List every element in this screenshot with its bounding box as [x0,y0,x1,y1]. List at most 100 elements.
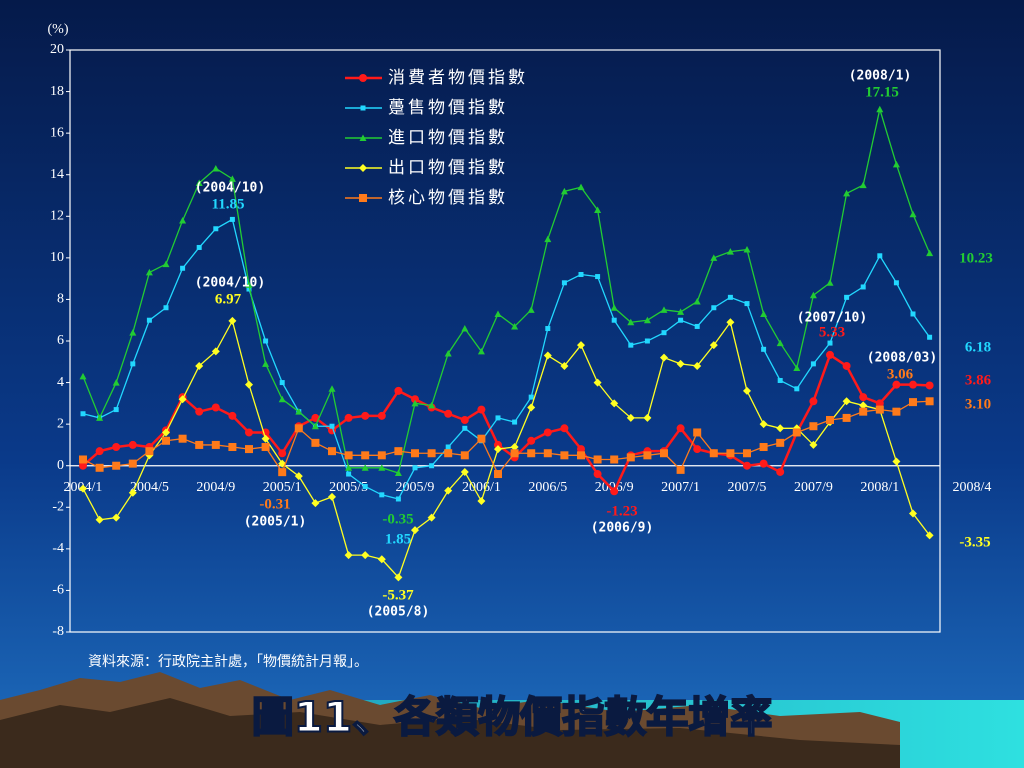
series-line [82,106,931,474]
point [279,380,285,386]
y-tick-label: 0 [57,458,64,473]
point [626,413,635,422]
point [128,440,137,449]
point [909,398,917,407]
point [543,351,552,360]
point [693,298,701,305]
point [809,291,817,299]
point [162,436,170,445]
point [394,469,402,476]
point [859,407,868,416]
point [577,183,585,191]
point [892,380,901,389]
point [759,459,768,468]
point [359,134,367,141]
point [593,470,602,479]
x-tick-label: 2008/1 [860,480,899,495]
x-tick-label: 2007/1 [661,480,700,495]
x-tick-label: 2005/5 [329,480,368,495]
point [909,210,917,218]
point [328,492,336,501]
point [578,271,584,277]
annotation: -0.31 [259,496,290,512]
point [843,189,851,197]
point [560,187,568,195]
point [711,305,717,311]
point [577,445,585,454]
point [593,378,602,387]
legend-label: 消費者物價指數 [388,68,528,88]
annotation: (2008/03) [867,351,937,366]
point [444,409,453,418]
point [760,310,768,317]
point [427,513,436,522]
point [560,451,569,460]
point [892,407,901,416]
point [162,260,170,268]
point [112,461,121,470]
y-axis-label: (%) [48,22,69,37]
y-tick-label: 20 [50,42,64,57]
point [395,496,401,502]
point [344,551,353,560]
point [510,443,519,452]
point [627,318,635,326]
point [892,457,901,466]
y-tick-label: 10 [50,250,64,265]
point [195,361,204,370]
point [809,440,818,449]
y-tick-label: 6 [57,333,64,348]
annotation: (2007/10) [797,311,867,326]
point [477,497,486,506]
point [228,316,237,325]
point [361,451,370,460]
point [359,194,367,202]
point [610,487,619,496]
point [80,411,86,417]
point [660,353,668,362]
point [511,322,519,330]
point [527,306,535,313]
legend-label: 躉售物價指數 [388,98,508,118]
point [79,372,87,380]
legend-label: 核心物價指數 [388,188,508,208]
series-line [82,353,930,494]
point [809,422,818,431]
point [262,360,270,367]
point [411,395,419,404]
point [460,467,469,476]
point [360,105,366,111]
point [95,515,104,524]
point [860,284,866,290]
y-tick-label: 4 [57,375,64,390]
x-tick-label: 2004/5 [130,480,169,495]
annotation: -5.37 [382,587,414,603]
point [211,440,220,449]
point [660,449,668,458]
point [875,405,884,414]
point [842,397,851,406]
y-tick-label: 18 [50,84,64,99]
point [678,317,684,323]
point [893,280,899,286]
point [925,531,934,540]
point [626,453,635,462]
point [694,323,700,329]
point [246,286,252,292]
point [545,326,551,332]
point [544,235,552,243]
point [477,434,486,443]
annotation: 17.15 [865,84,899,100]
point [594,206,602,214]
point [162,428,170,437]
point [759,443,768,452]
point [743,449,751,458]
point [661,330,667,336]
point [129,329,137,336]
point [245,281,253,288]
point [261,434,270,443]
series-line [82,319,931,579]
point [361,551,370,560]
point [428,401,436,409]
